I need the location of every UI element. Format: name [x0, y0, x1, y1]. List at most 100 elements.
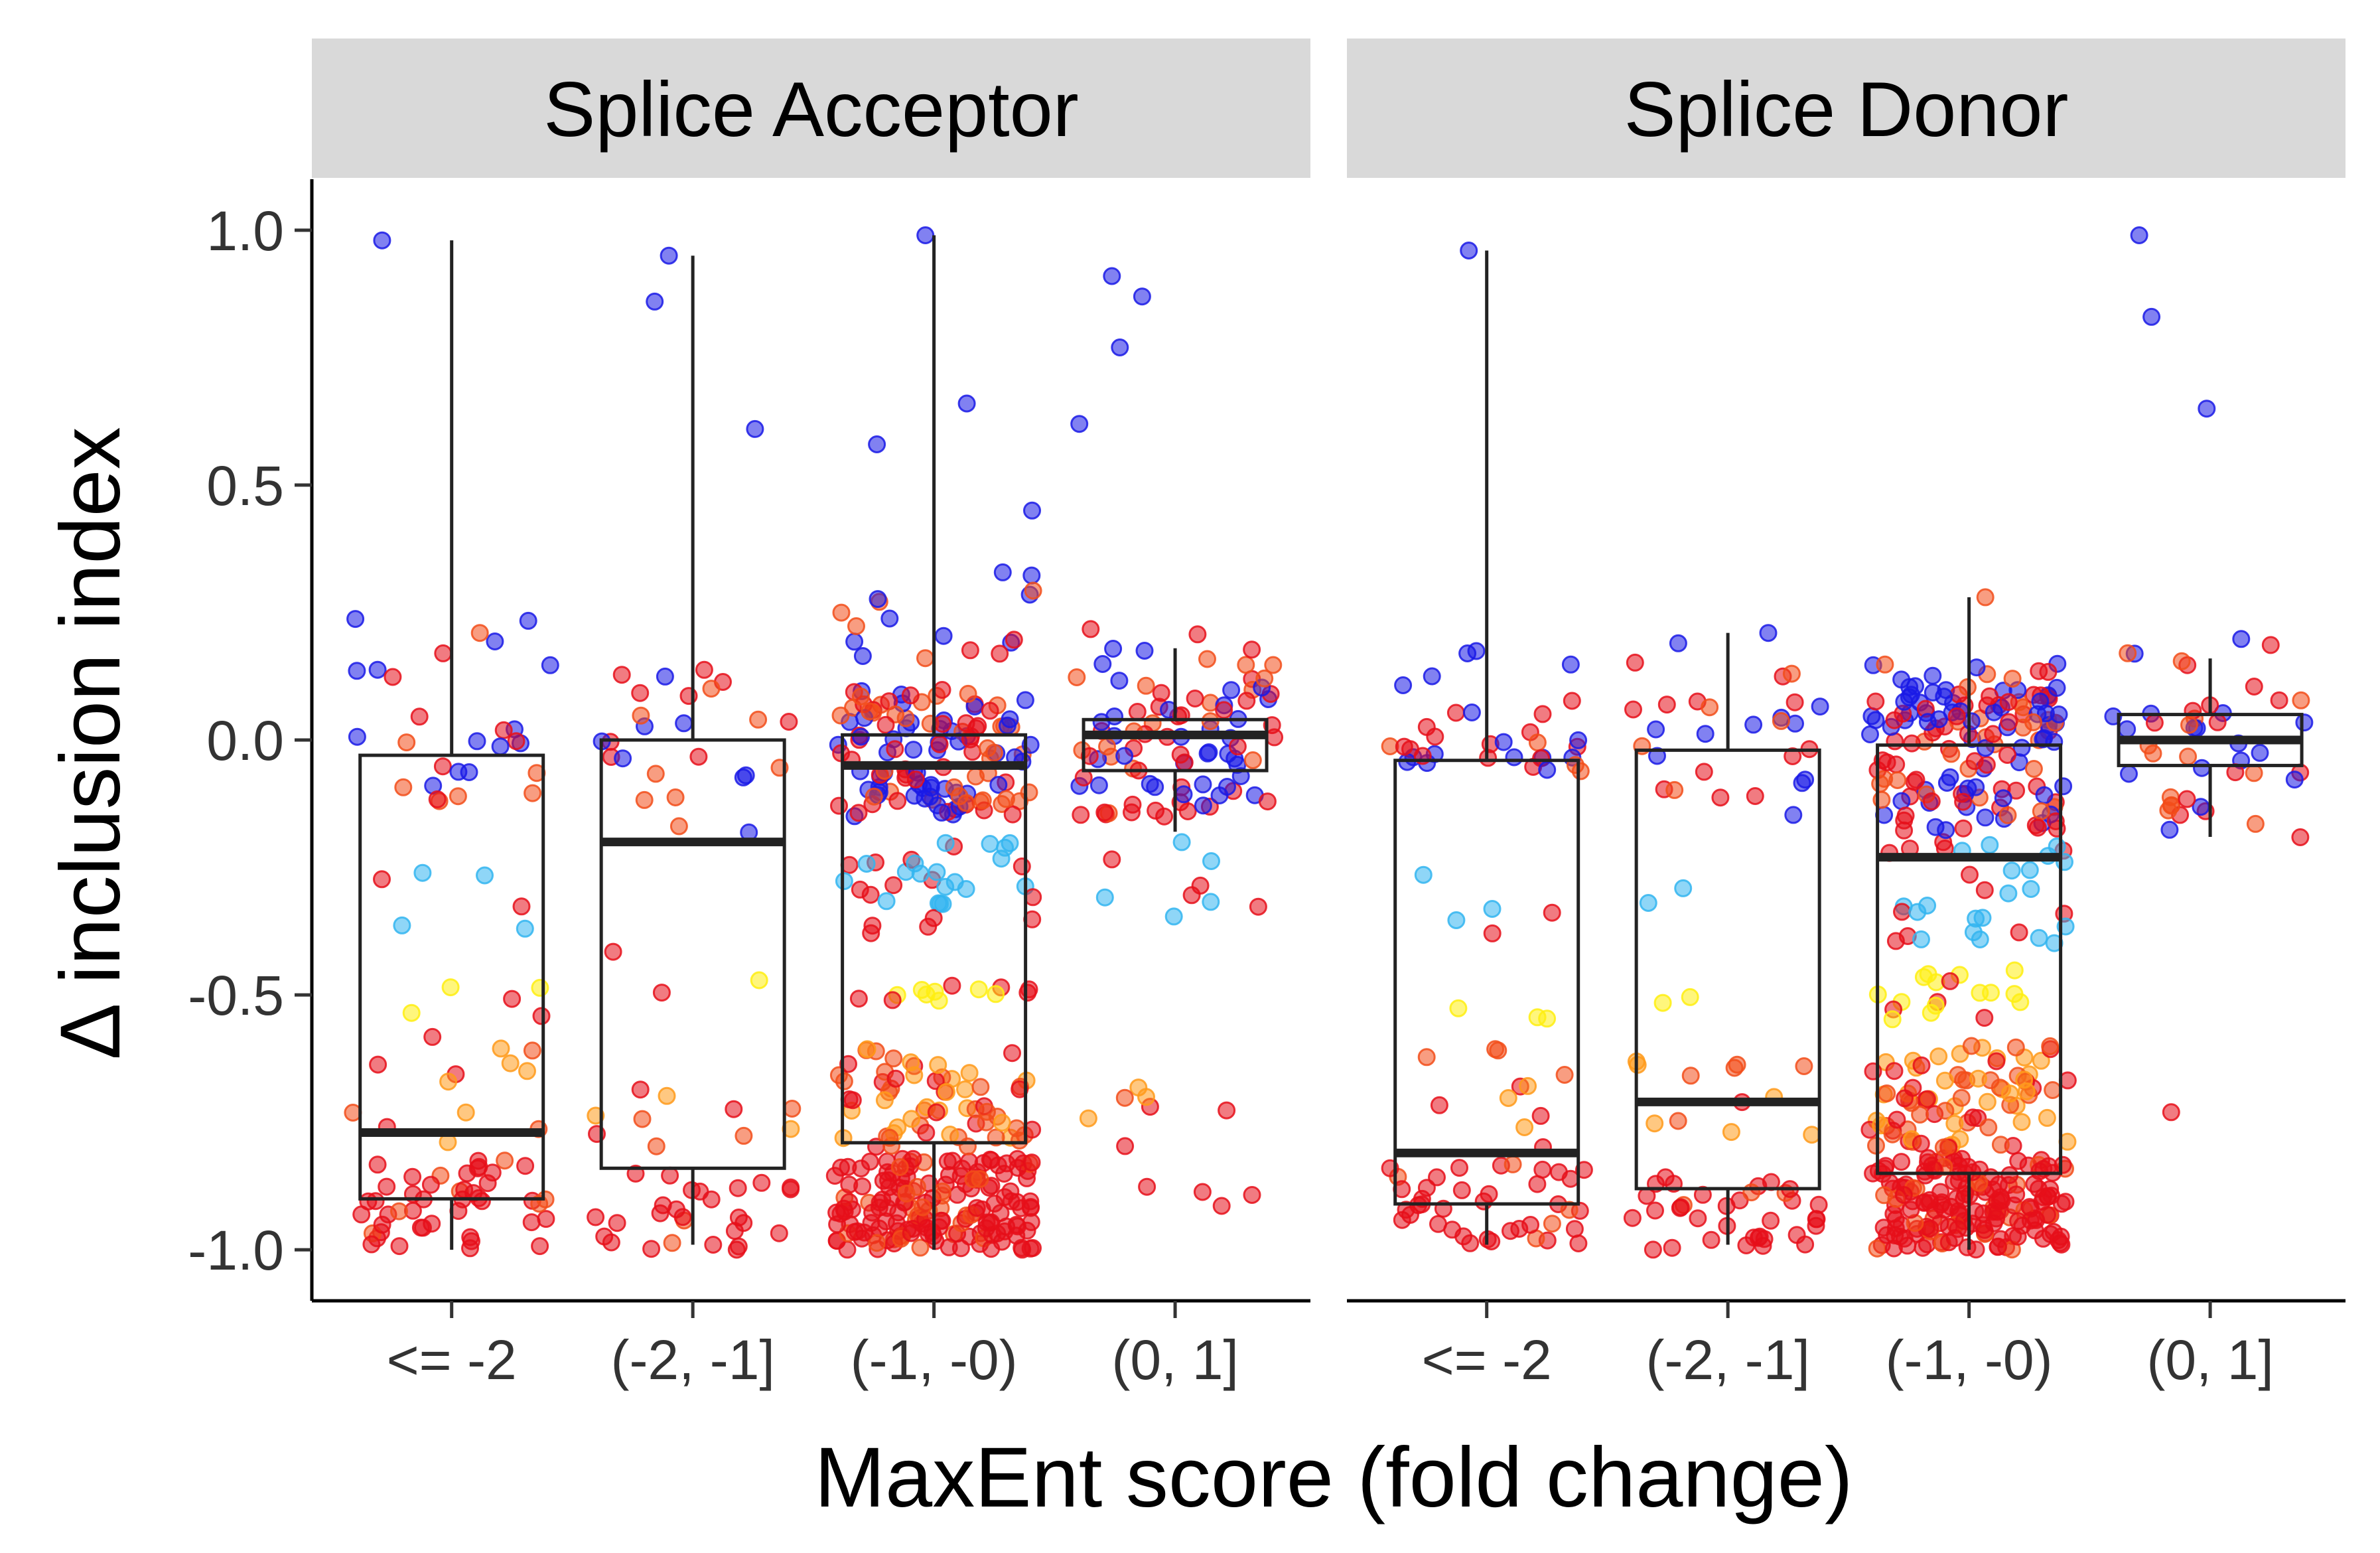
data-point: [877, 892, 896, 911]
data-point: [2261, 636, 2280, 654]
data-point: [1011, 1080, 1029, 1098]
data-point: [1744, 715, 1763, 734]
data-point: [1533, 705, 1552, 723]
data-point: [1222, 681, 1241, 700]
data-point: [1918, 713, 1937, 731]
data-point: [1942, 745, 1961, 763]
data-point: [1644, 1240, 1662, 1259]
data-point: [782, 1178, 800, 1197]
data-point: [1188, 625, 1207, 644]
data-point: [1866, 692, 1885, 711]
data-point: [945, 778, 963, 796]
data-point: [1919, 965, 1937, 984]
data-point: [362, 1235, 381, 1254]
data-point: [1935, 1071, 1954, 1090]
data-point: [2295, 713, 2314, 732]
data-point: [646, 765, 665, 783]
x-tick-label: (-1, -0): [1886, 1329, 2053, 1391]
data-point: [916, 226, 935, 244]
data-point: [1215, 701, 1233, 719]
data-point: [981, 702, 999, 720]
data-point: [1138, 1177, 1156, 1196]
data-point: [875, 1091, 894, 1110]
data-point: [516, 1157, 535, 1175]
data-point: [1095, 803, 1114, 822]
data-point: [2193, 759, 2211, 777]
data-point: [1538, 761, 1557, 779]
data-point: [1249, 897, 1267, 916]
data-point: [1624, 700, 1642, 719]
data-point: [2021, 1211, 2040, 1230]
data-point: [2032, 802, 2050, 820]
data-point: [2292, 691, 2310, 709]
data-point: [1981, 836, 1999, 854]
data-point: [1198, 650, 1216, 668]
data-point: [934, 715, 952, 733]
box-iqr: [1393, 759, 1580, 1206]
data-point: [1671, 1198, 1690, 1217]
y-tick-label: 0.0: [206, 709, 284, 772]
data-point: [852, 727, 870, 746]
data-point: [2178, 790, 2196, 808]
data-point: [1811, 698, 1829, 716]
data-point: [736, 766, 755, 784]
data-point: [1549, 1163, 1568, 1181]
data-point: [1759, 624, 1778, 642]
data-point: [1394, 676, 1413, 694]
data-point: [1068, 668, 1086, 686]
data-point: [1194, 796, 1212, 815]
data-point: [1784, 806, 1803, 824]
data-point: [750, 971, 768, 990]
data-point: [991, 644, 1009, 663]
data-point: [595, 1227, 614, 1246]
data-point: [839, 1055, 857, 1073]
data-point: [927, 1103, 945, 1122]
data-point: [2172, 652, 2191, 670]
data-point: [2120, 765, 2138, 783]
data-point: [1891, 1227, 1909, 1246]
data-point: [1023, 501, 1041, 520]
x-tick-label: (-2, -1]: [1645, 1329, 1809, 1391]
data-point: [1947, 707, 1966, 725]
data-point: [1782, 664, 1801, 683]
data-point: [835, 872, 853, 891]
data-point: [2005, 961, 2024, 980]
data-point: [2000, 713, 2018, 731]
data-point: [1133, 287, 1151, 306]
data-point: [2028, 818, 2047, 837]
data-point: [1626, 653, 1644, 672]
data-point: [2291, 828, 2310, 846]
data-point: [1941, 972, 1959, 990]
data-point: [1110, 672, 1129, 690]
data-point: [587, 1208, 605, 1226]
data-point: [2232, 630, 2251, 648]
data-point: [1954, 792, 1973, 811]
data-point: [633, 1110, 652, 1128]
data-point: [1103, 267, 1121, 285]
data-point: [1499, 1089, 1517, 1107]
data-point: [1674, 879, 1693, 897]
data-point: [1912, 1056, 1931, 1074]
data-point: [845, 632, 864, 651]
data-point: [1878, 1084, 1896, 1102]
data-point: [1502, 1222, 1519, 1240]
data-point: [1908, 903, 1927, 921]
data-point: [752, 1173, 771, 1192]
data-point: [531, 978, 549, 997]
data-point: [486, 632, 504, 650]
data-point: [1886, 932, 1905, 950]
data-point: [2159, 801, 2178, 820]
data-point: [1711, 788, 1730, 807]
data-point: [1916, 1193, 1933, 1211]
data-point: [1414, 865, 1433, 884]
data-point: [865, 787, 883, 806]
data-point: [868, 1234, 886, 1252]
data-point: [456, 1103, 475, 1122]
data-point: [989, 776, 1008, 794]
data-point: [1095, 888, 1114, 907]
data-point: [663, 1234, 681, 1252]
data-point: [1888, 1110, 1906, 1129]
data-point: [1926, 996, 1945, 1015]
data-point: [982, 1151, 1001, 1169]
data-point: [1785, 693, 1804, 711]
